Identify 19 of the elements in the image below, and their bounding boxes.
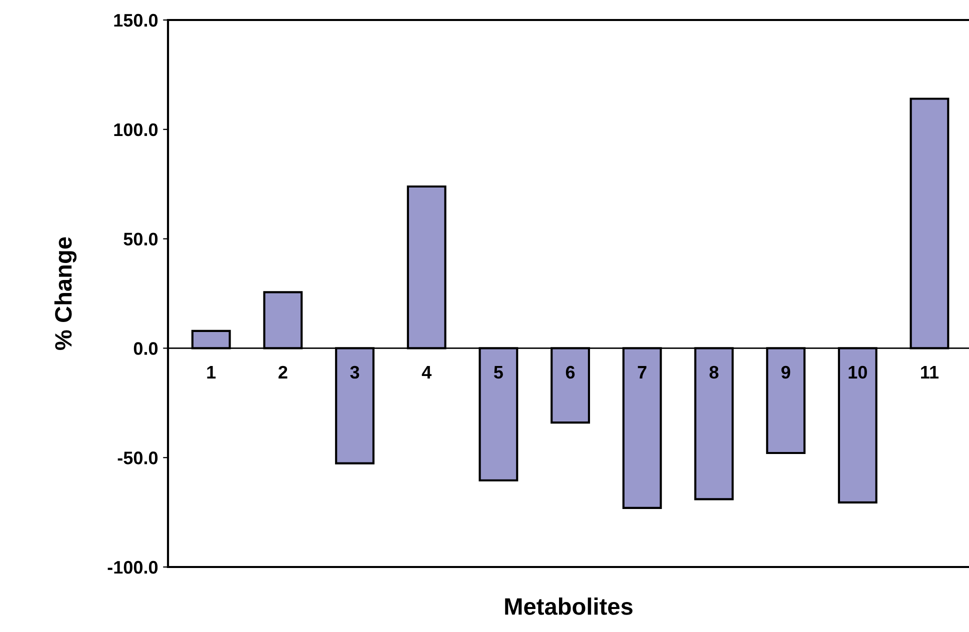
x-tick-label: 11 [921,366,939,378]
x-axis-title: Metabolites [505,598,632,615]
y-tick-label: 150.0 [114,14,158,27]
x-tick-label: 5 [494,366,503,379]
x-tick-label: 1 [207,366,216,378]
x-tick-label: 9 [781,366,790,379]
y-tick-label: -50.0 [118,452,158,464]
y-axis-title: % Change [54,237,77,350]
x-tick-label: 6 [566,366,575,379]
x-tick-label: 2 [278,366,288,378]
y-tick-label: -100.0 [108,560,158,574]
y-tick-label: 0.0 [134,342,158,355]
x-tick-label: 4 [422,366,432,378]
x-tick-label: 7 [638,366,646,378]
x-tick-label: 8 [710,366,718,379]
y-tick-label: 100.0 [114,123,158,136]
y-tick-label: 50.0 [124,232,158,246]
x-tick-label: 10 [848,366,867,379]
x-tick-label: 3 [350,366,360,379]
